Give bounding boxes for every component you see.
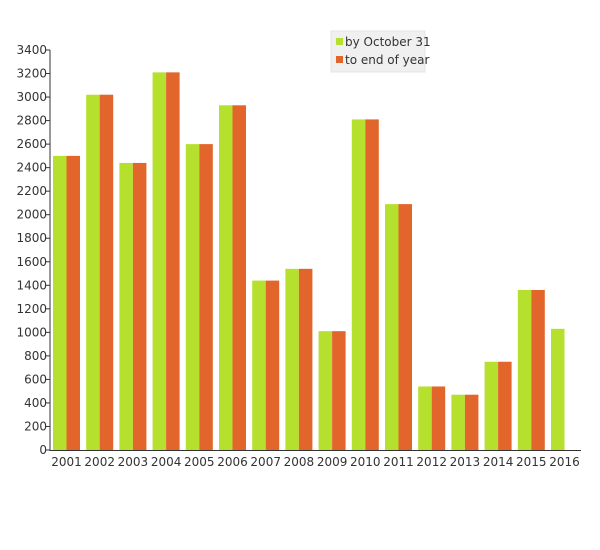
y-tick-label: 0 bbox=[39, 443, 47, 457]
x-tick-label: 2010 bbox=[350, 455, 381, 469]
bar-2013-series-0 bbox=[451, 394, 465, 450]
bar-2003-series-1 bbox=[132, 162, 147, 451]
bar-2015-series-0 bbox=[517, 290, 532, 450]
bar-2004-series-1 bbox=[166, 72, 180, 451]
y-tick-label: 1200 bbox=[16, 302, 47, 316]
y-tick-label: 600 bbox=[24, 372, 47, 386]
y-tick-label: 1600 bbox=[16, 255, 47, 269]
y-tick-label: 2200 bbox=[16, 184, 47, 198]
bar-2004-series-0 bbox=[152, 72, 167, 451]
y-axis-ticks: 0 200 400 600 800 1000 1200 1400 1600 1800 2000 220… bbox=[16, 43, 50, 457]
x-tick-label: 2011 bbox=[383, 455, 414, 469]
bar-2013-series-1 bbox=[464, 394, 479, 450]
legend-swatch-1 bbox=[336, 56, 343, 63]
y-tick-label: 800 bbox=[24, 349, 47, 363]
bar-2005-series-0 bbox=[185, 144, 200, 450]
bar-2006-series-1 bbox=[232, 105, 246, 450]
bar-2005-series-1 bbox=[199, 144, 213, 450]
legend-label-0: by October 31 bbox=[345, 35, 431, 49]
bar-2001-series-0 bbox=[53, 155, 67, 450]
y-tick-label: 400 bbox=[24, 396, 47, 410]
bar-2002-series-1 bbox=[99, 94, 114, 451]
x-axis-ticks: 2001 2002 2003 2004 2005 2006 2007 2008 2009 2010… bbox=[51, 455, 580, 469]
bar-2006-series-0 bbox=[219, 105, 233, 450]
x-tick-label: 2007 bbox=[250, 455, 281, 469]
bar-2016-series-0 bbox=[551, 328, 565, 450]
y-tick-label: 200 bbox=[24, 419, 47, 433]
bar-2007-series-1 bbox=[265, 280, 280, 450]
bar-2014-series-1 bbox=[498, 361, 512, 450]
x-tick-label: 2001 bbox=[51, 455, 82, 469]
x-tick-label: 2013 bbox=[450, 455, 481, 469]
bar-2008-series-1 bbox=[298, 268, 313, 450]
legend-label-1: to end of year bbox=[345, 53, 430, 67]
bar-2010-series-1 bbox=[365, 119, 379, 450]
y-tick-label: 1000 bbox=[16, 325, 47, 339]
bar-2011-series-0 bbox=[385, 204, 399, 450]
y-tick-label: 3400 bbox=[16, 43, 47, 57]
y-tick-label: 3200 bbox=[16, 67, 47, 81]
legend-swatch-0 bbox=[336, 38, 343, 45]
x-tick-label: 2003 bbox=[118, 455, 149, 469]
bar-2009-series-1 bbox=[332, 331, 346, 450]
bar-2015-series-1 bbox=[531, 290, 545, 450]
bar-2007-series-0 bbox=[252, 280, 266, 450]
x-tick-label: 2015 bbox=[516, 455, 547, 469]
bar-2014-series-0 bbox=[484, 361, 499, 450]
bar-2001-series-1 bbox=[66, 155, 80, 450]
bar-2010-series-0 bbox=[351, 119, 366, 450]
y-tick-label: 1400 bbox=[16, 278, 47, 292]
x-tick-label: 2004 bbox=[151, 455, 182, 469]
bar-2002-series-0 bbox=[86, 94, 100, 451]
x-tick-label: 2002 bbox=[84, 455, 115, 469]
y-tick-label: 2800 bbox=[16, 114, 47, 128]
y-tick-label: 1800 bbox=[16, 231, 47, 245]
bar-2003-series-0 bbox=[119, 162, 133, 451]
legend: by October 31 to end of year bbox=[330, 30, 431, 73]
x-tick-label: 2006 bbox=[217, 455, 248, 469]
y-tick-label: 2000 bbox=[16, 208, 47, 222]
bar-2009-series-0 bbox=[318, 331, 333, 450]
axes-layer bbox=[49, 50, 581, 451]
y-tick-label: 3000 bbox=[16, 90, 47, 104]
y-tick-label: 2400 bbox=[16, 161, 47, 175]
bar-2012-series-0 bbox=[418, 386, 432, 450]
y-tick-label: 2600 bbox=[16, 137, 47, 151]
x-tick-label: 2016 bbox=[549, 455, 580, 469]
bar-2012-series-1 bbox=[431, 386, 446, 450]
x-tick-label: 2012 bbox=[416, 455, 447, 469]
bar-2011-series-1 bbox=[398, 204, 412, 450]
x-tick-label: 2008 bbox=[284, 455, 315, 469]
x-tick-label: 2014 bbox=[483, 455, 514, 469]
bar-2008-series-0 bbox=[285, 268, 299, 450]
x-tick-label: 2009 bbox=[317, 455, 348, 469]
bars-layer bbox=[53, 72, 565, 451]
legend-box bbox=[330, 30, 426, 73]
x-tick-label: 2005 bbox=[184, 455, 215, 469]
